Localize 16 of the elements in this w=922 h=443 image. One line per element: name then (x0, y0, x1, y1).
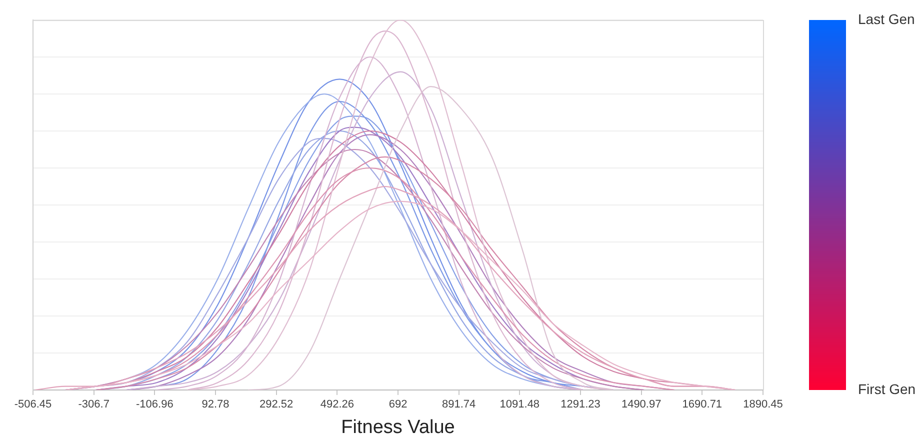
x-tick-label: -106.96 (136, 398, 174, 411)
x-axis-title: Fitness Value (341, 416, 455, 438)
x-tick-label: 1890.45 (743, 398, 783, 411)
x-tick-label: 1291.23 (560, 398, 600, 411)
x-tick-label: 1091.48 (500, 398, 540, 411)
x-tick-label: 891.74 (442, 398, 476, 411)
color-bar-label: Last Gen (858, 10, 915, 27)
x-tick-label: 492.26 (320, 398, 354, 411)
x-tick-label: 92.78 (202, 398, 230, 411)
x-tick-label: 1490.97 (621, 398, 662, 411)
x-tick-label: -306.7 (78, 398, 110, 411)
x-tick-label: 692 (388, 398, 408, 411)
x-tick-label: -506.45 (14, 398, 52, 411)
color-bar-label: First Gen (858, 380, 916, 397)
x-tick-label: 1690.71 (682, 398, 722, 411)
x-tick-label: 292.52 (260, 398, 294, 411)
